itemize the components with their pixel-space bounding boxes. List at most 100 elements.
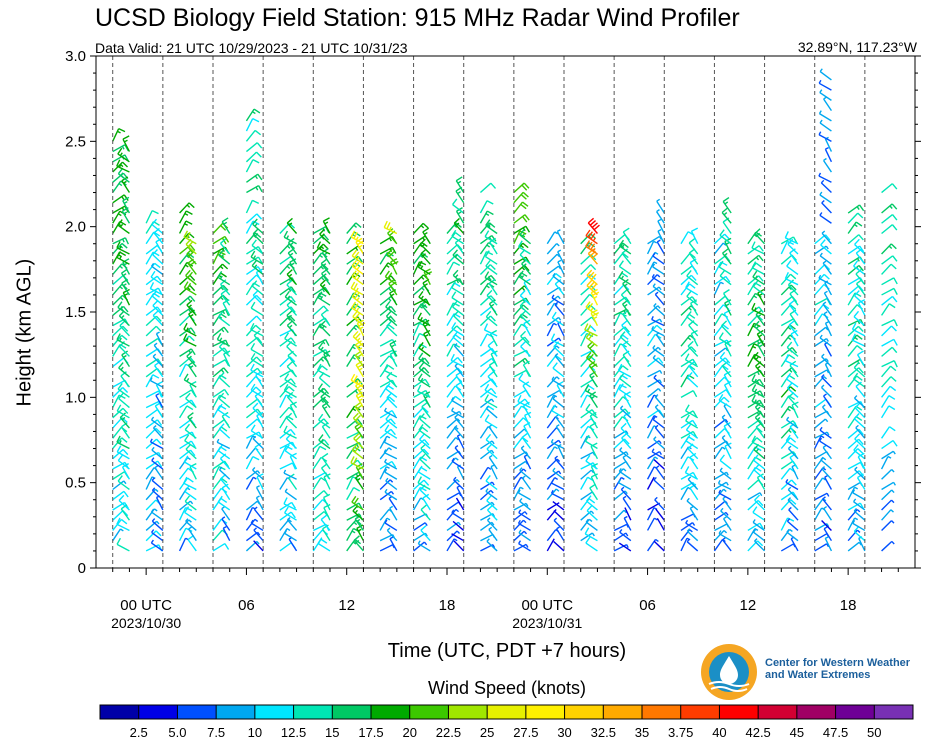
- wind-barb-flag: [890, 376, 897, 382]
- wind-barb-staff: [789, 426, 799, 439]
- wind-barb-staff: [655, 508, 665, 521]
- wind-barb-flag: [188, 309, 195, 315]
- wind-barb-staff: [379, 466, 388, 480]
- wind-barb-staff: [713, 357, 726, 368]
- wind-barb-staff: [117, 459, 130, 470]
- wind-barb-half-flag: [486, 244, 491, 248]
- wind-barb-staff: [723, 405, 732, 419]
- wind-barb-flag: [116, 333, 121, 341]
- wind-barb-staff: [116, 451, 130, 460]
- wind-barb: [385, 310, 398, 327]
- wind-barb-half-flag: [620, 486, 625, 490]
- wind-barb: [216, 438, 231, 450]
- wind-barb: [517, 519, 531, 532]
- wind-barb-half-flag: [554, 455, 559, 459]
- wind-barb-staff: [112, 417, 123, 429]
- wind-barb-flag: [484, 383, 490, 391]
- wind-barb-flag: [858, 428, 864, 436]
- wind-barb-flag: [524, 398, 530, 406]
- wind-barb-staff: [219, 478, 231, 490]
- wind-barb: [451, 407, 465, 419]
- wind-barb-half-flag: [692, 522, 696, 526]
- wind-barb-half-flag: [356, 307, 360, 312]
- wind-barb: [479, 282, 495, 296]
- wind-barb-staff: [753, 531, 765, 542]
- wind-barb-staff: [284, 296, 297, 306]
- wind-barb: [318, 434, 331, 450]
- wind-barb-staff: [112, 528, 122, 542]
- wind-barb: [881, 360, 898, 368]
- wind-barb-flag: [857, 350, 864, 356]
- wind-barb-flag: [418, 424, 424, 431]
- wind-barb-staff: [518, 378, 531, 388]
- wind-barb-staff: [686, 500, 699, 511]
- wind-barb-staff: [379, 246, 393, 255]
- wind-barb-flag: [287, 391, 294, 398]
- wind-barb-flag: [485, 474, 491, 482]
- wind-barb: [116, 333, 130, 347]
- wind-barb: [546, 538, 555, 552]
- wind-barb-staff: [279, 428, 292, 439]
- wind-barb-flag: [154, 262, 161, 269]
- wind-barb-staff: [246, 531, 259, 542]
- wind-barb-flag: [520, 194, 527, 200]
- wind-barb-staff: [355, 395, 365, 408]
- wind-barb-staff: [152, 315, 164, 327]
- wind-barb-staff: [517, 400, 531, 409]
- wind-barb-staff: [479, 426, 489, 439]
- wind-barb-half-flag: [755, 256, 760, 261]
- wind-barb-half-flag: [423, 541, 428, 546]
- wind-barb-staff: [824, 138, 833, 152]
- wind-barb-flag: [624, 326, 630, 333]
- wind-barb: [451, 397, 465, 409]
- wind-barb: [680, 296, 697, 306]
- wind-barb-staff: [613, 532, 627, 542]
- wind-barb-staff: [613, 509, 625, 521]
- colorbar-tick-label: 30: [557, 725, 571, 740]
- wind-barb-flag: [888, 303, 896, 309]
- wind-barb: [279, 519, 292, 531]
- wind-barb-staff: [556, 231, 565, 245]
- wind-barb-staff: [413, 426, 423, 439]
- wind-barb-flag: [451, 291, 457, 299]
- wind-barb-flag: [422, 319, 430, 325]
- wind-barb-half-flag: [593, 295, 598, 299]
- wind-barb-staff: [685, 359, 699, 368]
- wind-barb-staff: [652, 276, 665, 286]
- wind-barb-staff: [646, 456, 656, 470]
- wind-barb-staff: [219, 242, 231, 255]
- wind-barb-staff: [585, 306, 598, 316]
- wind-barb-half-flag: [556, 345, 560, 349]
- wind-barb-staff: [150, 542, 164, 552]
- wind-barb-staff: [446, 261, 455, 275]
- wind-barb-staff: [112, 379, 126, 388]
- wind-barb-staff: [245, 324, 257, 337]
- wind-barb-half-flag: [186, 204, 191, 208]
- wind-barb-staff: [814, 451, 828, 460]
- wind-barb: [554, 301, 565, 316]
- wind-barb: [647, 235, 662, 245]
- wind-barb: [145, 409, 163, 419]
- wind-barb-staff: [820, 386, 832, 398]
- wind-barb-staff: [646, 425, 655, 439]
- wind-barb: [350, 230, 364, 245]
- wind-barb-half-flag: [457, 180, 462, 184]
- wind-barb: [881, 376, 897, 388]
- wind-barb-flag: [186, 351, 193, 357]
- wind-barb-staff: [847, 221, 857, 234]
- wind-barb: [279, 296, 296, 306]
- wind-barb-flag: [189, 295, 196, 302]
- wind-barb: [613, 242, 629, 255]
- wind-barb-half-flag: [854, 466, 858, 471]
- wind-barb: [617, 363, 632, 378]
- wind-barb: [250, 519, 264, 532]
- wind-barb-half-flag: [386, 517, 391, 521]
- wind-barb-half-flag: [523, 263, 527, 267]
- wind-barb-staff: [418, 379, 431, 388]
- wind-barb-flag: [252, 159, 260, 164]
- wind-barb-staff: [680, 487, 689, 501]
- wind-barb-half-flag: [652, 263, 656, 268]
- logo-drop: [720, 656, 738, 684]
- wind-barb: [680, 283, 696, 296]
- colorbar-tick-label: 45: [790, 725, 804, 740]
